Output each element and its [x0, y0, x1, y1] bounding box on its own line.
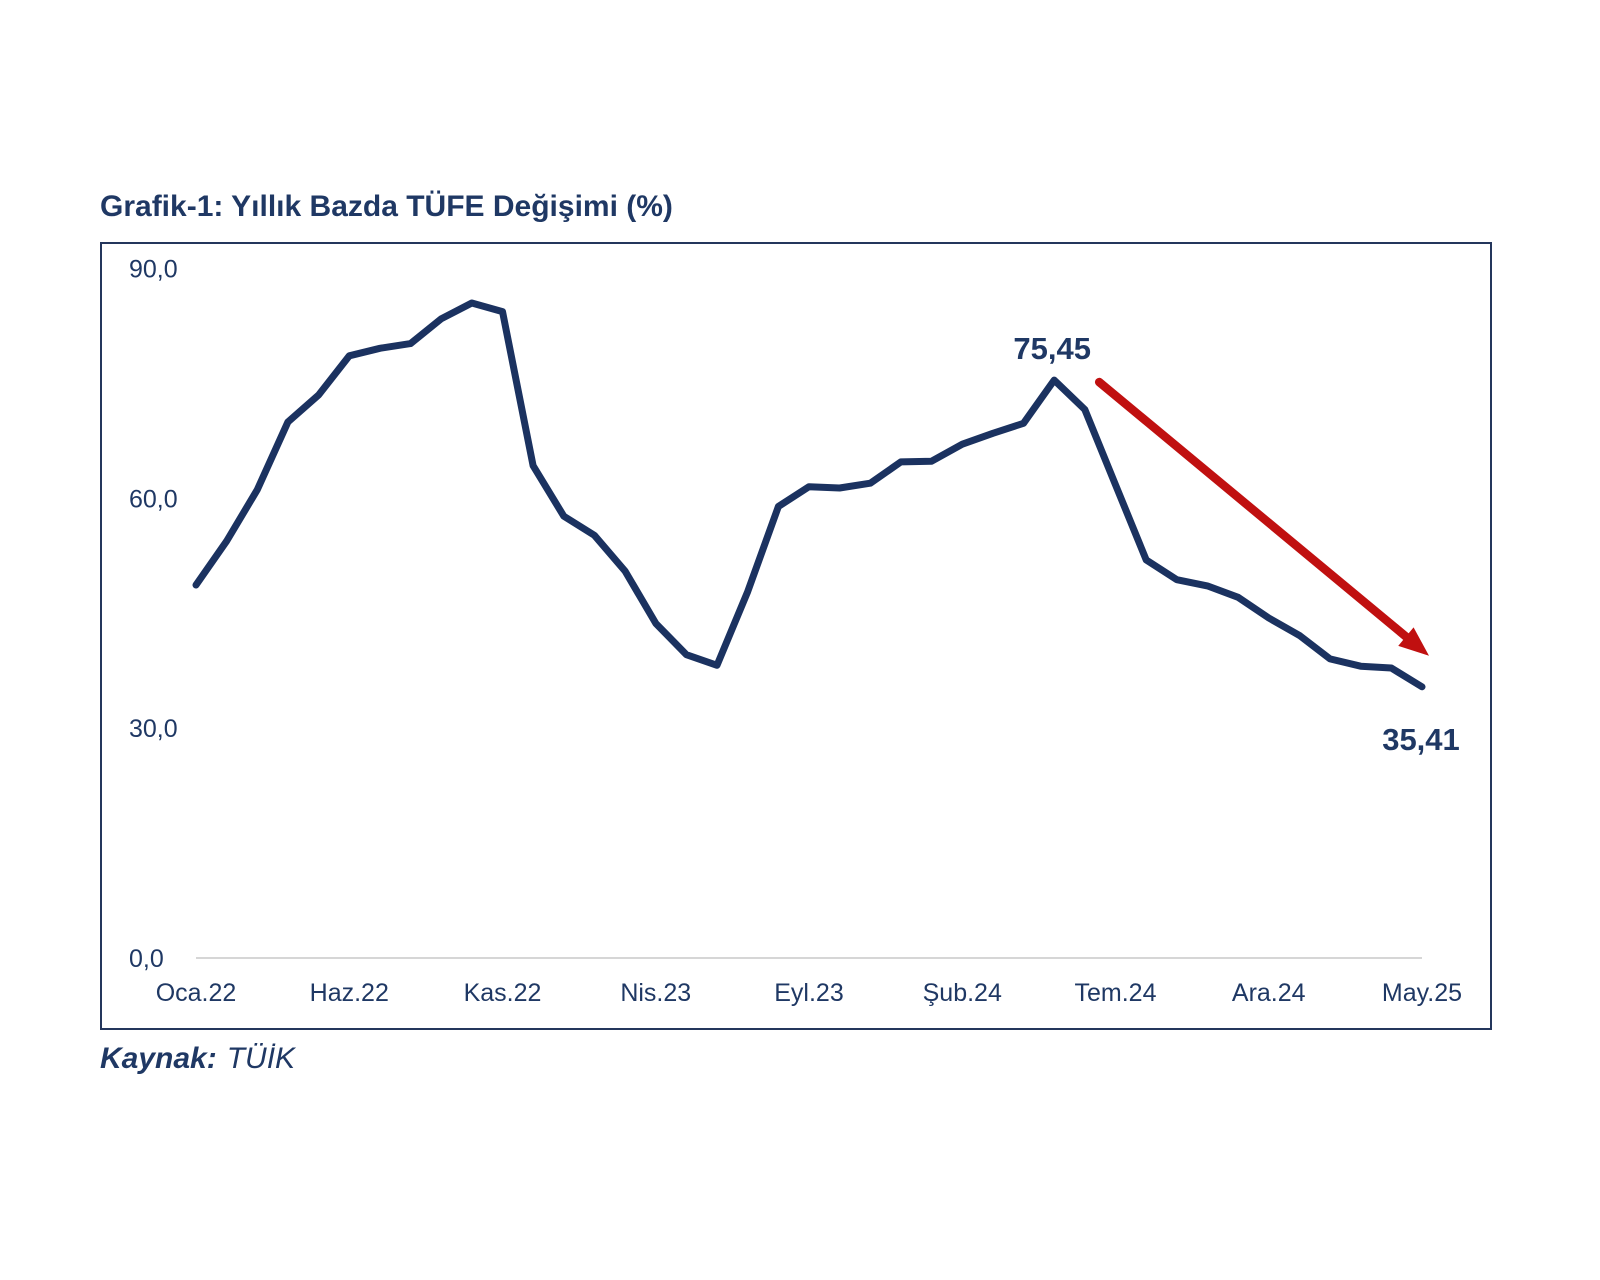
downtrend-arrow-head: [1398, 627, 1429, 656]
source-line: Kaynak: TÜİK: [100, 1042, 295, 1076]
source-value: TÜİK: [226, 1042, 296, 1075]
y-axis-tick-label: 90,0: [129, 256, 178, 284]
tufe-trend-line: [192, 299, 1426, 691]
x-axis-tick-label: Eyl.23: [774, 979, 843, 1007]
y-axis-tick-label: 60,0: [129, 485, 178, 513]
x-axis-tick-label: Ara.24: [1232, 979, 1306, 1007]
x-axis-tick-label: Şub.24: [923, 979, 1002, 1007]
x-axis-tick-label: Tem.24: [1075, 979, 1157, 1007]
x-axis-tick-label: Haz.22: [310, 979, 389, 1007]
source-label: Kaynak:: [100, 1042, 217, 1075]
x-axis-tick-label: Nis.23: [620, 979, 691, 1007]
x-axis-tick-label: Kas.22: [464, 979, 542, 1007]
y-axis-tick-label: 0,0: [129, 945, 164, 973]
chart-frame: 90,0 60,0 30,0 0,0 Oca.22 Haz.22 Kas.22 Nis.23 E…: [100, 242, 1492, 1030]
x-axis-tick-label: May.25: [1382, 979, 1462, 1007]
chart-area: 90,0 60,0 30,0 0,0 Oca.22 Haz.22 Kas.22 Nis.23 E…: [129, 256, 1462, 1007]
downtrend-arrow-shaft: [1094, 377, 1417, 646]
y-axis-tick-label: 30,0: [129, 715, 178, 743]
peak-value-label: 75,45: [1013, 331, 1091, 366]
x-axis-tick-label: Oca.22: [156, 979, 237, 1007]
last-value-label: 35,41: [1382, 722, 1460, 757]
chart-title: Grafik-1: Yıllık Bazda TÜFE Değişimi (%): [100, 190, 673, 223]
